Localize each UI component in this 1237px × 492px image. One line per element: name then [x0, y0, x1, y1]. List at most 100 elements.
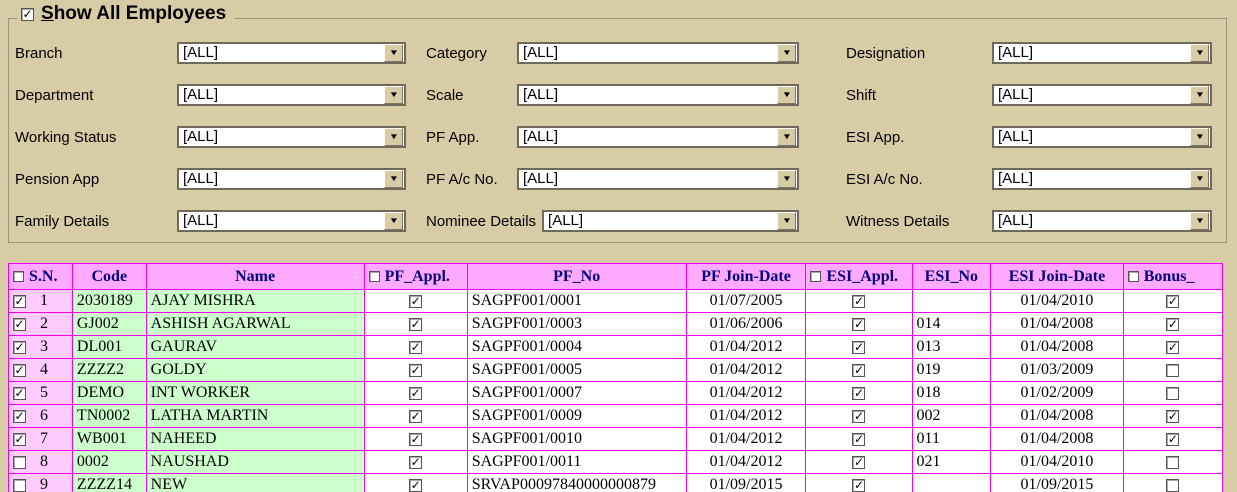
- filter-combobox-esi-app[interactable]: [ALL] ▼: [992, 126, 1212, 148]
- row-select-checkbox[interactable]: ✓: [13, 293, 26, 308]
- filter-combobox-branch[interactable]: [ALL] ▼: [177, 42, 406, 64]
- row-select-checkbox[interactable]: ✓: [13, 339, 26, 354]
- filter-combobox-esi-a-c-no[interactable]: [ALL] ▼: [992, 168, 1212, 190]
- bonus-checkbox[interactable]: [1166, 455, 1180, 469]
- row-select-checkbox[interactable]: ✓: [13, 316, 26, 331]
- cell-esi_join[interactable]: 01/04/2008: [991, 428, 1124, 450]
- column-header-esi_no[interactable]: ESI_No: [913, 264, 992, 289]
- dropdown-arrow-button[interactable]: ▼: [384, 170, 403, 188]
- column-header-pf_appl[interactable]: PF_Appl.: [365, 264, 468, 289]
- esi_appl-checkbox[interactable]: ✓: [852, 385, 866, 400]
- cell-esi_appl[interactable]: ✓: [806, 428, 913, 450]
- cell-esi_appl[interactable]: ✓: [806, 382, 913, 404]
- cell-bonus[interactable]: [1124, 451, 1222, 473]
- cell-esi_appl[interactable]: ✓: [806, 359, 913, 381]
- dropdown-arrow-button[interactable]: ▼: [384, 212, 403, 230]
- filter-combobox-department[interactable]: [ALL] ▼: [177, 84, 406, 106]
- cell-code[interactable]: DL001: [72, 336, 147, 358]
- cell-pf_join[interactable]: 01/09/2015: [687, 474, 807, 492]
- column-header-pf_no[interactable]: PF_No: [468, 264, 687, 289]
- dropdown-arrow-button[interactable]: ▼: [1190, 212, 1209, 230]
- filter-combobox-pension-app[interactable]: [ALL] ▼: [177, 168, 406, 190]
- cell-name[interactable]: LATHA MARTIN: [146, 405, 365, 427]
- cell-sn[interactable]: ✓ 3: [9, 336, 73, 358]
- cell-bonus[interactable]: ✓: [1124, 336, 1222, 358]
- cell-sn[interactable]: ✓ 7: [9, 428, 73, 450]
- cell-code[interactable]: DEMO: [72, 382, 147, 404]
- cell-esi_no[interactable]: 019: [913, 359, 992, 381]
- dropdown-arrow-button[interactable]: ▼: [1190, 86, 1209, 104]
- dropdown-arrow-button[interactable]: ▼: [777, 44, 796, 62]
- cell-bonus[interactable]: [1124, 382, 1222, 404]
- bonus-checkbox[interactable]: ✓: [1166, 431, 1180, 446]
- cell-name[interactable]: NAUSHAD: [146, 451, 365, 473]
- cell-esi_no[interactable]: 018: [913, 382, 992, 404]
- cell-sn[interactable]: ✓ 5: [9, 382, 73, 404]
- cell-bonus[interactable]: ✓: [1124, 428, 1222, 450]
- bonus-checkbox[interactable]: ✓: [1166, 408, 1180, 423]
- dropdown-arrow-button[interactable]: ▼: [777, 128, 796, 146]
- row-select-checkbox[interactable]: [13, 478, 26, 492]
- pf_appl-checkbox[interactable]: ✓: [409, 339, 423, 354]
- dropdown-arrow-button[interactable]: ▼: [1190, 44, 1209, 62]
- show-all-employees-checkbox[interactable]: ✓: [21, 6, 34, 21]
- cell-esi_no[interactable]: [913, 474, 992, 492]
- filter-combobox-shift[interactable]: [ALL] ▼: [992, 84, 1212, 106]
- esi_appl-checkbox[interactable]: ✓: [852, 316, 866, 331]
- filter-combobox-scale[interactable]: [ALL] ▼: [517, 84, 799, 106]
- dropdown-arrow-button[interactable]: ▼: [777, 212, 796, 230]
- cell-bonus[interactable]: [1124, 359, 1222, 381]
- cell-code[interactable]: ZZZZ2: [72, 359, 147, 381]
- cell-esi_join[interactable]: 01/04/2010: [991, 290, 1124, 312]
- cell-name[interactable]: INT WORKER: [146, 382, 365, 404]
- bonus-checkbox[interactable]: ✓: [1166, 339, 1180, 354]
- cell-pf_no[interactable]: SAGPF001/0010: [468, 428, 687, 450]
- cell-pf_no[interactable]: SAGPF001/0009: [468, 405, 687, 427]
- cell-pf_appl[interactable]: ✓: [365, 336, 468, 358]
- dropdown-arrow-button[interactable]: ▼: [777, 86, 796, 104]
- cell-esi_join[interactable]: 01/09/2015: [991, 474, 1124, 492]
- cell-esi_appl[interactable]: ✓: [806, 313, 913, 335]
- pf_appl-checkbox[interactable]: ✓: [409, 454, 423, 469]
- pf_appl-checkbox[interactable]: ✓: [409, 293, 423, 308]
- cell-pf_appl[interactable]: ✓: [365, 474, 468, 492]
- cell-sn[interactable]: ✓ 1: [9, 290, 73, 312]
- column-header-name[interactable]: Name △: [147, 264, 365, 289]
- cell-esi_appl[interactable]: ✓: [806, 405, 913, 427]
- cell-pf_no[interactable]: SAGPF001/0005: [468, 359, 687, 381]
- cell-esi_no[interactable]: [913, 290, 992, 312]
- cell-pf_join[interactable]: 01/04/2012: [687, 359, 807, 381]
- dropdown-arrow-button[interactable]: ▼: [384, 86, 403, 104]
- bonus-checkbox[interactable]: [1166, 478, 1180, 492]
- filter-combobox-family-details[interactable]: [ALL] ▼: [177, 210, 406, 232]
- cell-sn[interactable]: ✓ 4: [9, 359, 73, 381]
- cell-pf_appl[interactable]: ✓: [365, 313, 468, 335]
- cell-esi_no[interactable]: 002: [913, 405, 992, 427]
- pf_appl-checkbox[interactable]: ✓: [409, 477, 423, 492]
- filter-combobox-nominee-details[interactable]: [ALL] ▼: [542, 210, 799, 232]
- bonus-checkbox[interactable]: [1166, 386, 1180, 400]
- bonus-checkbox[interactable]: ✓: [1166, 293, 1180, 308]
- cell-name[interactable]: GAURAV: [146, 336, 365, 358]
- cell-esi_join[interactable]: 01/02/2009: [991, 382, 1124, 404]
- esi_appl-checkbox[interactable]: ✓: [852, 339, 866, 354]
- column-header-esi_appl[interactable]: ESI_Appl.: [806, 264, 913, 289]
- header-checkbox-pf_appl[interactable]: [368, 271, 380, 282]
- esi_appl-checkbox[interactable]: ✓: [852, 293, 866, 308]
- dropdown-arrow-button[interactable]: ▼: [1190, 170, 1209, 188]
- cell-esi_join[interactable]: 01/04/2008: [991, 405, 1124, 427]
- cell-pf_no[interactable]: SAGPF001/0011: [468, 451, 687, 473]
- header-checkbox-bonus[interactable]: [1127, 271, 1139, 282]
- pf_appl-checkbox[interactable]: ✓: [409, 385, 423, 400]
- cell-esi_no[interactable]: 021: [913, 451, 992, 473]
- cell-esi_join[interactable]: 01/04/2008: [991, 336, 1124, 358]
- dropdown-arrow-button[interactable]: ▼: [384, 44, 403, 62]
- cell-sn[interactable]: 8: [9, 451, 73, 473]
- dropdown-arrow-button[interactable]: ▼: [777, 170, 796, 188]
- cell-sn[interactable]: 9: [9, 474, 73, 492]
- filter-combobox-pf-app[interactable]: [ALL] ▼: [517, 126, 799, 148]
- cell-name[interactable]: ASHISH AGARWAL: [146, 313, 365, 335]
- cell-pf_join[interactable]: 01/04/2012: [687, 428, 807, 450]
- esi_appl-checkbox[interactable]: ✓: [852, 362, 866, 377]
- cell-code[interactable]: 0002: [72, 451, 147, 473]
